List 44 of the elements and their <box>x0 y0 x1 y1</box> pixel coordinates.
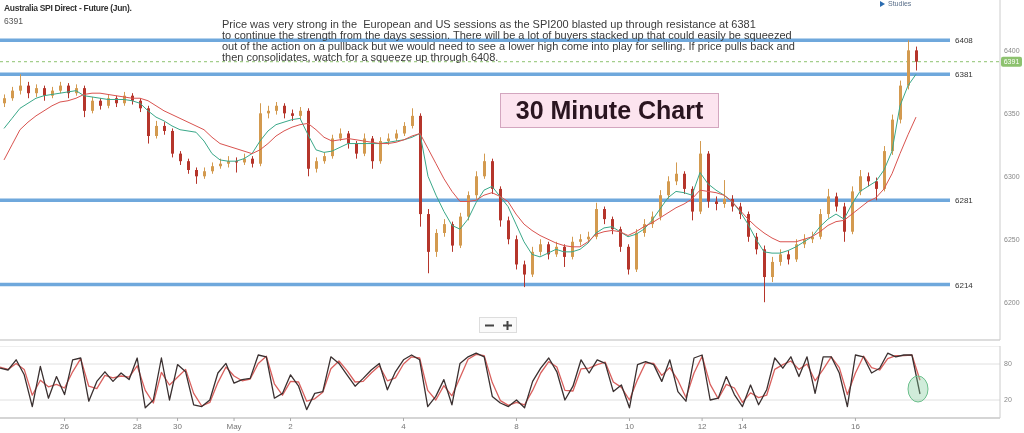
text: 6391 <box>4 16 23 26</box>
x-tick-label: 4 <box>401 421 407 431</box>
candlestick <box>475 170 478 200</box>
candlestick <box>875 177 878 201</box>
x-tick-label: 28 <box>132 421 143 431</box>
x-tick-label: 26 <box>60 421 70 431</box>
x-tick-label: 2 <box>288 421 294 431</box>
candlestick <box>523 260 526 288</box>
candlestick <box>827 188 830 219</box>
candlestick <box>723 179 726 209</box>
annotation: Price was very strong in the European and US sessions as the SPI200 blasted up through resistance at 6381 to continue the strength from the days session. There will be a lot of buyers stacked up that could easily be squeezed out of the action on a pullback but we would need to see a lower high come into play for selling. If price pulls back and then consolidates, watch for a squeeze up through 6408. <box>222 18 795 63</box>
candlestick <box>483 153 486 180</box>
chart-title: Australia SPI Direct - Future (Jun). <box>4 3 132 13</box>
candlestick <box>531 246 534 278</box>
x-tick-label: May <box>226 421 242 431</box>
x-tick-label: 10 <box>625 421 635 431</box>
x-tick-label: 30 <box>173 421 183 431</box>
candlestick <box>171 127 174 158</box>
candlestick <box>451 221 454 253</box>
candlestick <box>915 46 918 72</box>
candlestick <box>411 107 414 129</box>
candlestick <box>379 136 382 165</box>
candlestick <box>507 216 510 245</box>
candlestick <box>659 189 662 221</box>
x-tick-label: 14 <box>738 421 748 431</box>
x-tick-label: 8 <box>514 421 520 431</box>
candlestick <box>619 226 622 253</box>
candlestick <box>835 192 838 213</box>
ref-line-label: 6214 <box>955 280 974 290</box>
x-tick-label: 12 <box>697 421 708 431</box>
candlestick <box>859 169 862 196</box>
ref-line-label: 6381 <box>955 70 974 80</box>
candlestick <box>675 161 678 186</box>
candlestick <box>683 170 686 195</box>
candlestick <box>19 73 22 95</box>
candlestick <box>435 228 438 258</box>
candlestick <box>83 85 86 118</box>
candlestick <box>627 243 630 276</box>
annotation: 30 Minute Chart <box>515 96 704 125</box>
ref-line-label: 6408 <box>955 36 974 46</box>
ref-line-label: 6281 <box>955 196 974 206</box>
candlestick <box>771 256 774 283</box>
x-tick-label: 16 <box>850 421 861 431</box>
candlestick <box>667 175 670 200</box>
